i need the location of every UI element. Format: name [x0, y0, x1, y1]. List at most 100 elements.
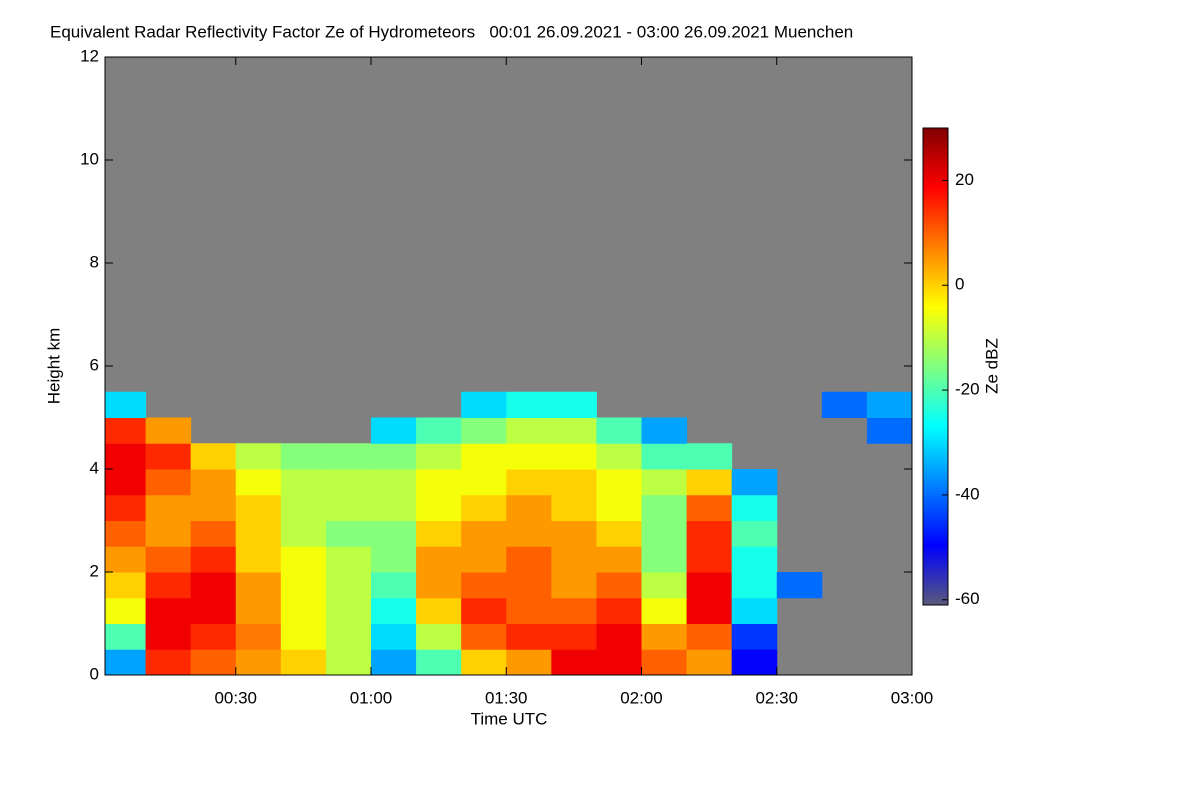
heat-cell: [686, 494, 733, 521]
heat-cell: [551, 572, 597, 599]
heat-cell: [145, 469, 192, 496]
heat-cell: [190, 494, 237, 521]
x-tick-label: 01:30: [485, 688, 528, 707]
heat-cell: [280, 443, 327, 470]
heat-cell: [190, 520, 237, 547]
heat-cell: [325, 494, 372, 521]
heat-cell: [370, 469, 417, 496]
heat-cell: [190, 469, 237, 496]
heat-cell: [280, 623, 327, 650]
heat-cell: [461, 623, 507, 650]
heat-cell: [551, 391, 597, 418]
heat-cell: [596, 469, 642, 496]
heat-cell: [145, 597, 192, 624]
heat-cell: [506, 546, 552, 573]
colorbar-tick-label: -60: [955, 589, 980, 608]
heat-cell: [325, 649, 372, 676]
heat-cell: [370, 597, 417, 624]
heat-cell: [551, 494, 597, 521]
heat-cell: [145, 417, 192, 444]
x-axis-label: Time UTC: [471, 709, 548, 728]
heat-cell: [145, 572, 192, 599]
heat-cell: [416, 494, 462, 521]
heat-cell: [416, 649, 462, 676]
heat-cell: [235, 623, 282, 650]
heat-cell: [776, 572, 823, 599]
heat-cell: [105, 391, 147, 418]
heat-cell: [280, 649, 327, 676]
heat-cell: [370, 520, 417, 547]
heat-cell: [370, 572, 417, 599]
heat-cell: [641, 623, 688, 650]
heat-cell: [325, 443, 372, 470]
x-tick-label: 02:00: [620, 688, 663, 707]
heat-cell: [190, 649, 237, 676]
y-tick-label: 12: [80, 46, 99, 65]
colorbar-tick-label: -20: [955, 380, 980, 399]
heat-cell: [596, 649, 642, 676]
heat-cell: [105, 520, 147, 547]
heat-cell: [235, 546, 282, 573]
heat-cell: [280, 597, 327, 624]
y-tick-label: 2: [90, 561, 99, 580]
heat-cell: [461, 520, 507, 547]
heat-cell: [686, 520, 733, 547]
heat-cell: [551, 623, 597, 650]
heat-cell: [280, 494, 327, 521]
heat-cell: [105, 572, 147, 599]
heat-cell: [731, 469, 778, 496]
heat-cell: [686, 546, 733, 573]
heat-cell: [641, 649, 688, 676]
colorbar-label: Ze dBZ: [982, 338, 1001, 394]
heat-cell: [105, 494, 147, 521]
heat-cell: [190, 572, 237, 599]
heat-cell: [416, 572, 462, 599]
heat-cell: [325, 520, 372, 547]
heat-cell: [596, 597, 642, 624]
heat-cell: [551, 597, 597, 624]
heat-cell: [235, 469, 282, 496]
heat-cell: [370, 649, 417, 676]
heat-cell: [461, 469, 507, 496]
heat-cell: [105, 623, 147, 650]
heat-cell: [731, 623, 778, 650]
heat-cell: [461, 417, 507, 444]
heat-cell: [416, 417, 462, 444]
heat-cell: [235, 597, 282, 624]
heat-cell: [145, 520, 192, 547]
colorbar-tick-label: 0: [955, 275, 964, 294]
heat-cell: [641, 417, 688, 444]
heat-cell: [325, 572, 372, 599]
heat-cell: [280, 520, 327, 547]
heat-cell: [641, 597, 688, 624]
heat-cell: [731, 546, 778, 573]
heat-cell: [866, 391, 913, 418]
heat-cell: [686, 649, 733, 676]
heat-cell: [280, 469, 327, 496]
heat-cell: [145, 623, 192, 650]
heat-cell: [190, 443, 237, 470]
heat-cell: [596, 494, 642, 521]
heat-cell: [596, 417, 642, 444]
heat-cell: [461, 494, 507, 521]
heat-cell: [551, 520, 597, 547]
heat-cell: [235, 520, 282, 547]
heat-cell: [506, 572, 552, 599]
heat-cell: [641, 443, 688, 470]
heat-cell: [145, 649, 192, 676]
y-tick-label: 0: [90, 664, 99, 683]
heat-cell: [235, 572, 282, 599]
heat-cell: [280, 546, 327, 573]
heat-cell: [416, 469, 462, 496]
heat-cell: [416, 520, 462, 547]
y-tick-label: 6: [90, 355, 99, 374]
x-tick-label: 00:30: [214, 688, 257, 707]
heat-cell: [641, 546, 688, 573]
heat-cell: [370, 443, 417, 470]
heat-cell: [105, 546, 147, 573]
heat-cell: [731, 494, 778, 521]
heat-cell: [641, 494, 688, 521]
heat-cell: [370, 623, 417, 650]
heat-cell: [551, 546, 597, 573]
